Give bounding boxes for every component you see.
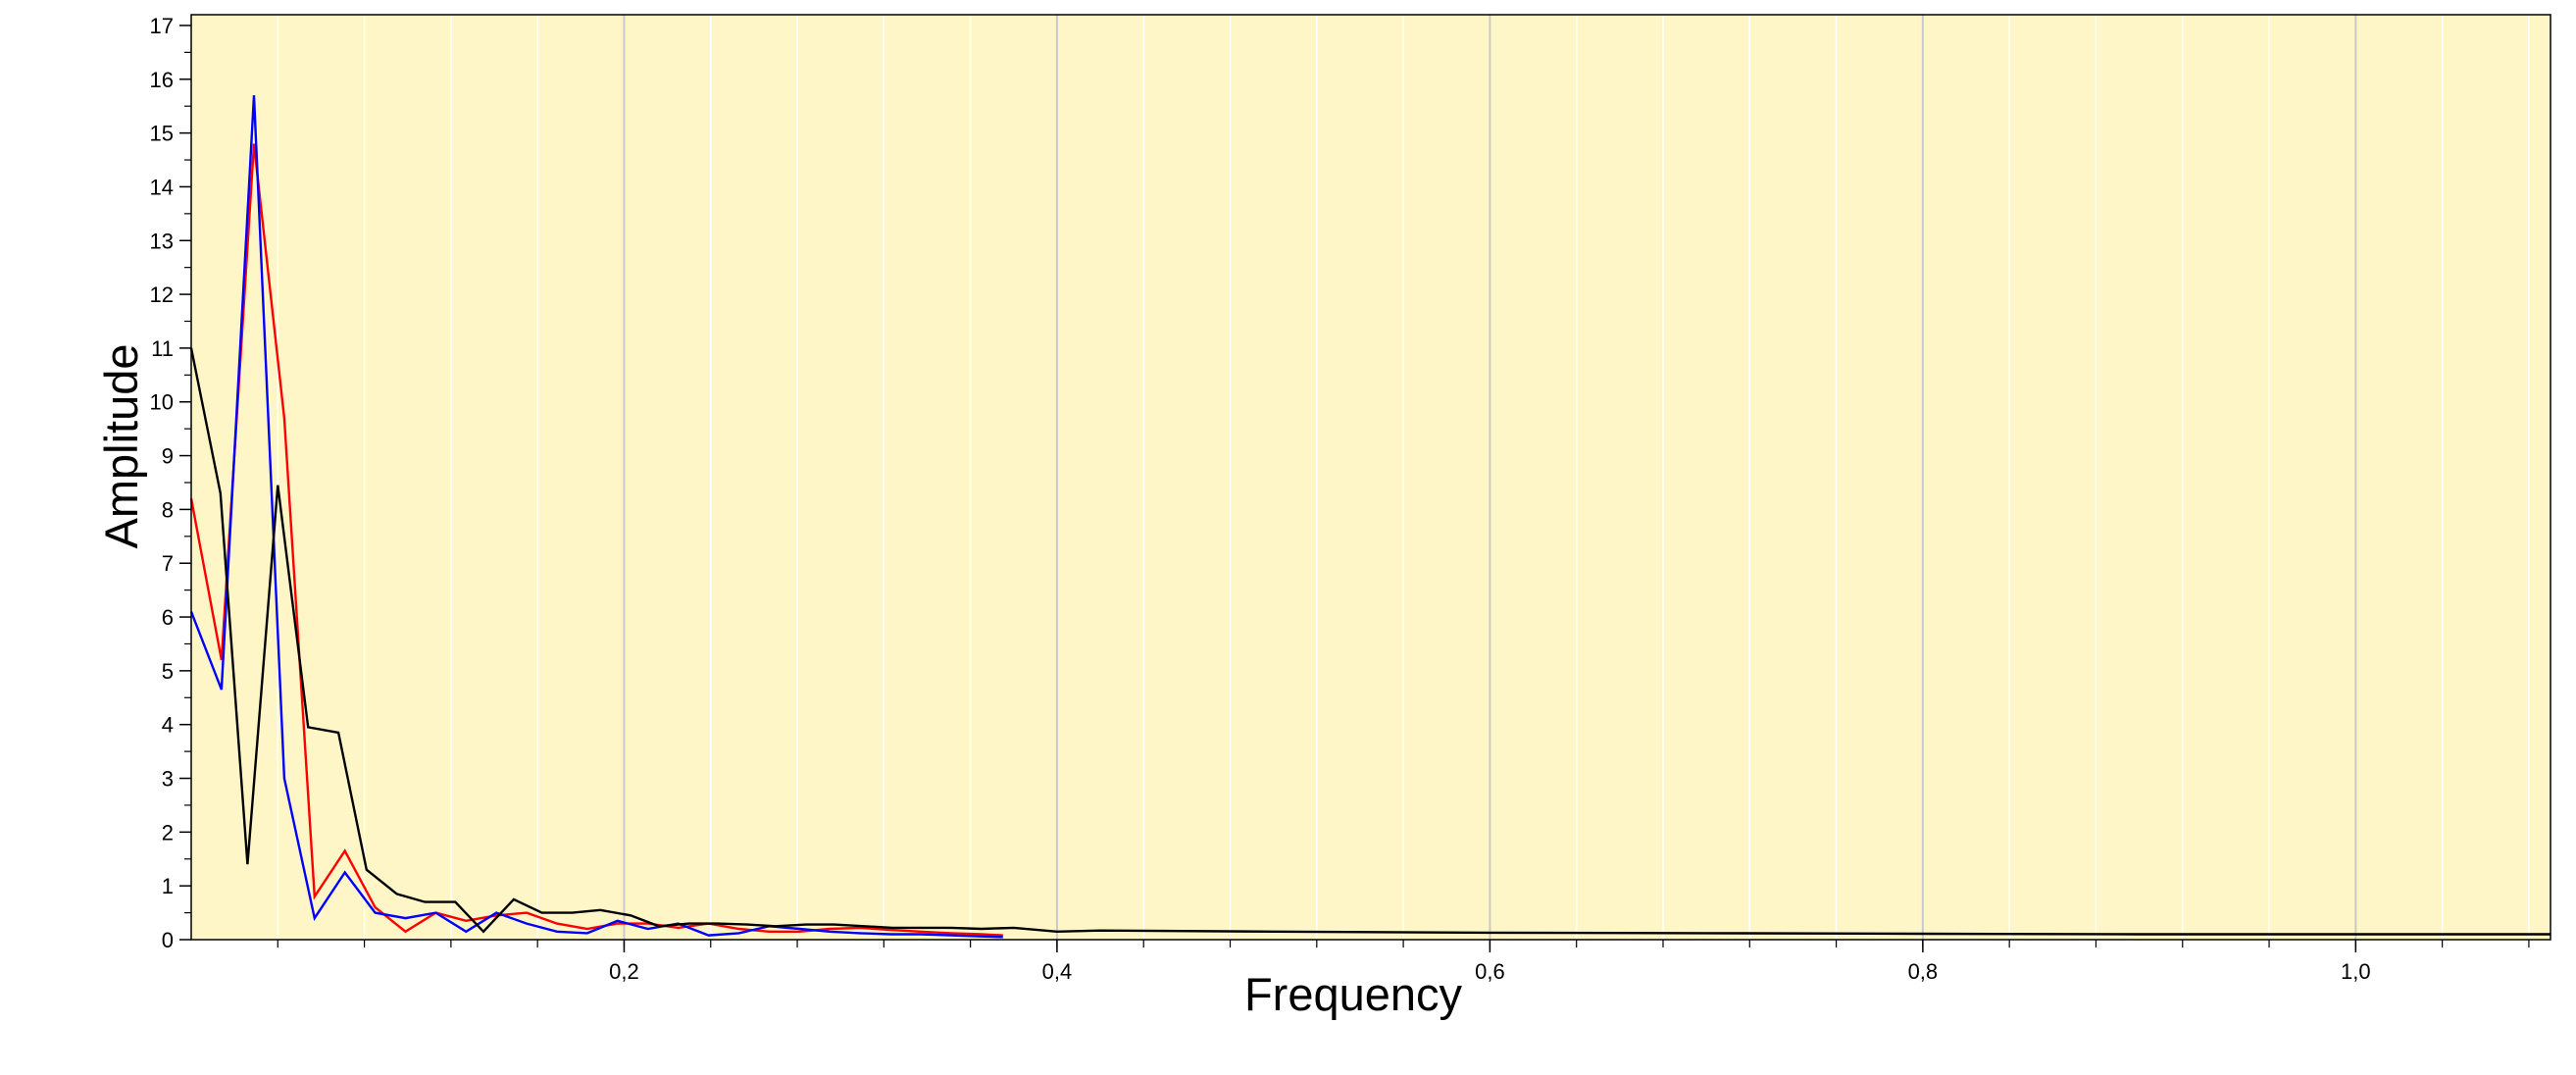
y-tick-label: 4 xyxy=(162,713,174,738)
plot-area xyxy=(191,15,2551,940)
y-tick-label: 10 xyxy=(150,390,174,415)
y-tick-label: 17 xyxy=(150,14,174,38)
x-axis: 0,2 0,4 0,6 0,8 1,0 xyxy=(277,940,2530,984)
x-tick-label: 0,4 xyxy=(1042,959,1073,984)
x-tick-label: 0,2 xyxy=(609,959,639,984)
series-line-2 xyxy=(189,95,1003,939)
series-layer xyxy=(189,95,2551,939)
grid xyxy=(277,15,2530,940)
y-tick-label: 5 xyxy=(162,659,174,684)
y-tick-label: 8 xyxy=(162,497,174,522)
y-axis-title: Amplitude xyxy=(95,344,147,549)
y-tick-label: 12 xyxy=(150,282,174,307)
y-tick-label: 1 xyxy=(162,874,174,898)
y-tick-label: 2 xyxy=(162,820,174,845)
y-tick-label: 15 xyxy=(150,122,174,146)
y-tick-label: 9 xyxy=(162,444,174,469)
x-tick-label: 0,6 xyxy=(1475,959,1505,984)
y-tick-label: 6 xyxy=(162,605,174,630)
y-tick-label: 0 xyxy=(162,928,174,952)
plot-frame xyxy=(190,14,2551,941)
y-tick-label: 14 xyxy=(150,175,174,199)
series-line-3 xyxy=(189,347,2551,936)
y-tick-label: 11 xyxy=(151,336,174,361)
y-tick-label: 13 xyxy=(150,229,174,253)
x-tick-label: 1,0 xyxy=(2341,959,2371,984)
y-tick-label: 7 xyxy=(162,551,174,576)
y-tick-label: 3 xyxy=(162,767,174,792)
x-axis-title: Frequency xyxy=(1244,968,1463,1020)
y-tick-label: 16 xyxy=(150,68,174,92)
x-tick-label: 0,8 xyxy=(1908,959,1939,984)
